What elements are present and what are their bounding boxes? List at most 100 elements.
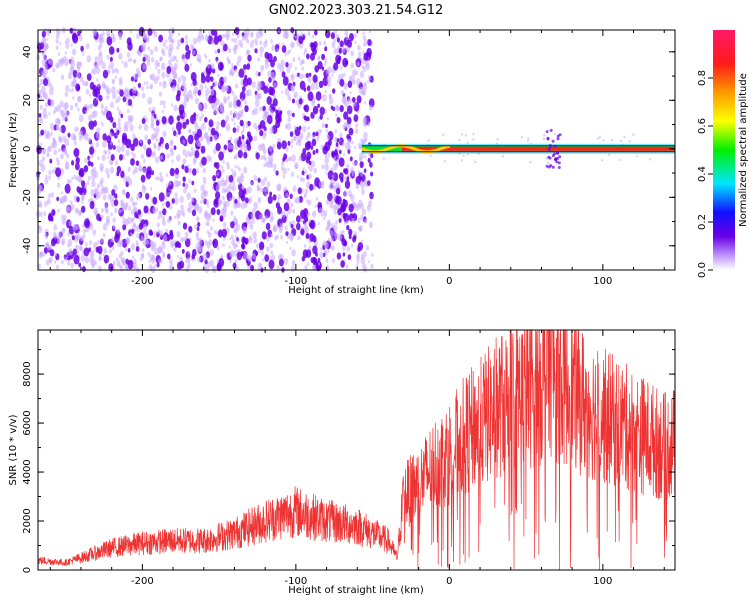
- spectrogram-dot: [296, 215, 301, 223]
- spectrogram-dot: [305, 156, 310, 164]
- spectrogram-dot: [132, 86, 137, 94]
- spectrogram-dot: [353, 230, 357, 237]
- spectrogram-dot: [157, 145, 161, 151]
- spectrogram-dot: [201, 197, 205, 203]
- ridge-core: [401, 146, 675, 151]
- spectrogram-dot: [112, 121, 117, 129]
- spectrogram-dot: [303, 193, 306, 198]
- spectrogram-dot: [237, 176, 241, 183]
- spectrogram-dot: [118, 76, 123, 84]
- spectrogram-dot: [197, 103, 203, 111]
- spectrogram-dot: [152, 206, 157, 214]
- spectrogram-dot: [285, 147, 289, 152]
- spectrogram-dot: [276, 265, 280, 271]
- spectrogram-dot: [323, 40, 327, 46]
- x-tick-label: -100: [285, 576, 308, 587]
- spectrogram-dot: [188, 128, 192, 134]
- spectrogram-dot: [341, 46, 346, 54]
- spectrogram-dot: [343, 190, 348, 198]
- spectrogram-dot: [283, 257, 289, 265]
- spectrogram-dot: [209, 259, 215, 268]
- spectrogram-dot: [264, 58, 269, 65]
- spectrogram-dot: [268, 145, 273, 152]
- spectrogram-dot: [122, 215, 125, 220]
- spectrogram-dot: [45, 174, 48, 179]
- spectrogram-dot: [204, 85, 207, 89]
- spectrogram-dot: [355, 70, 358, 76]
- spectrogram-dot: [307, 31, 311, 37]
- spectrogram-dot: [101, 61, 106, 70]
- spectrogram-dot: [269, 191, 273, 197]
- spectrogram-dot: [202, 167, 206, 174]
- spectrogram-dot: [300, 32, 304, 38]
- spectrogram-dot: [55, 39, 59, 44]
- spectrogram-dot: [328, 96, 334, 105]
- spectrogram-dot: [147, 46, 151, 51]
- spectrogram-dot: [38, 113, 42, 118]
- spectrogram-dot: [130, 143, 135, 152]
- spectrogram-dot: [78, 262, 82, 268]
- spectrogram-dot: [620, 139, 623, 143]
- spectrogram-dot: [106, 29, 111, 37]
- spectrogram-dot: [201, 156, 207, 166]
- spectrogram-dot: [367, 260, 370, 264]
- spectrogram-dot: [234, 68, 237, 73]
- spectrogram-dot: [121, 60, 124, 64]
- spectrogram-dot: [337, 208, 342, 216]
- spectrogram-dot: [337, 233, 342, 241]
- spectrogram-dot: [41, 51, 44, 56]
- snr-y-label: SNR (10 * v/v): [8, 414, 19, 485]
- spectrogram-dot: [161, 202, 165, 207]
- spectrogram-dot: [209, 88, 215, 96]
- colorbar-tick-label: 0.8: [697, 70, 708, 86]
- spectrogram-dot: [87, 137, 91, 143]
- spectrogram-dot: [67, 72, 73, 80]
- spectrogram-dot: [226, 163, 230, 170]
- spectrogram-dot: [75, 235, 79, 241]
- spectrogram-dot: [221, 84, 226, 92]
- spectrogram-dot: [68, 220, 72, 226]
- spectrogram-dot: [276, 141, 282, 150]
- spectrogram-dot: [231, 90, 235, 96]
- spectrogram-dot: [619, 158, 622, 162]
- spectrogram-dot: [346, 224, 350, 231]
- spectrogram-dot: [141, 185, 147, 194]
- spectrogram-dot: [84, 256, 90, 264]
- spectrogram-dot: [141, 32, 147, 40]
- spectrogram-dot: [116, 47, 120, 53]
- spectrogram-dot: [123, 125, 128, 132]
- spectrogram-dot: [263, 109, 269, 118]
- spectrogram-dot: [339, 78, 345, 87]
- spectrogram-dot: [142, 63, 147, 71]
- spectrogram-dot: [86, 104, 90, 111]
- spectrogram-dot: [368, 104, 373, 111]
- y-tick-label: 20: [22, 94, 33, 107]
- spectrogram-dot: [45, 259, 50, 266]
- spectrogram-dot: [252, 253, 256, 260]
- spectrogram-dot: [325, 199, 330, 205]
- spectrogram-dot: [51, 209, 56, 216]
- spectrogram-dot: [87, 198, 91, 203]
- spectrogram-dot: [224, 189, 227, 193]
- spectrogram-dot: [264, 254, 270, 262]
- spectrogram-dot: [143, 144, 147, 151]
- spectrogram-dot: [238, 167, 241, 172]
- spectrogram-dot: [285, 231, 289, 237]
- spectrogram-dot: [116, 145, 122, 153]
- spectrogram-dot: [50, 99, 55, 107]
- spectrogram-dot: [259, 40, 263, 46]
- spectrogram-dot: [64, 58, 69, 67]
- spectrogram-dot: [130, 76, 135, 82]
- spectrogram-dot: [184, 236, 187, 242]
- spectrogram-dot: [149, 85, 152, 89]
- spectrogram-dot: [126, 37, 132, 46]
- spectrogram-dot: [212, 238, 219, 249]
- spectrogram-dot: [239, 144, 244, 151]
- spectrogram-dot: [324, 89, 327, 94]
- spectrogram-dot: [225, 29, 230, 37]
- spectrogram-dot: [334, 210, 337, 215]
- spectrogram-dot: [222, 76, 228, 83]
- spectrogram-dot: [283, 202, 290, 212]
- spectrogram-dot: [271, 254, 276, 261]
- spectrogram-dot: [312, 74, 318, 83]
